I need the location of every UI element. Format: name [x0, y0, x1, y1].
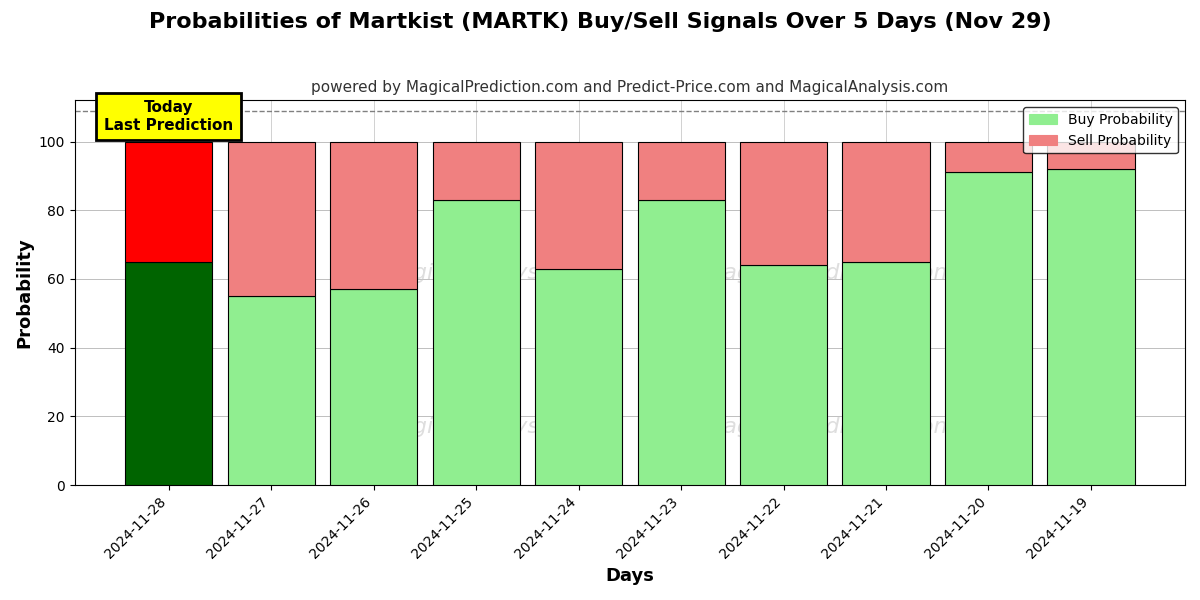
Legend: Buy Probability, Sell Probability: Buy Probability, Sell Probability	[1024, 107, 1178, 154]
Bar	[944, 172, 1032, 485]
Y-axis label: Probability: Probability	[16, 238, 34, 348]
Bar	[228, 142, 314, 296]
Text: MagicalAnalysis.com: MagicalAnalysis.com	[380, 263, 612, 283]
Bar	[125, 262, 212, 485]
Bar	[740, 142, 827, 265]
Bar	[535, 269, 622, 485]
Bar	[944, 142, 1032, 172]
X-axis label: Days: Days	[605, 567, 654, 585]
Title: powered by MagicalPrediction.com and Predict-Price.com and MagicalAnalysis.com: powered by MagicalPrediction.com and Pre…	[311, 80, 948, 95]
Text: MagicalPrediction.com: MagicalPrediction.com	[704, 263, 955, 283]
Bar	[432, 142, 520, 200]
Bar	[228, 296, 314, 485]
Bar	[740, 265, 827, 485]
Text: MagicalAnalysis.com: MagicalAnalysis.com	[380, 418, 612, 437]
Bar	[535, 142, 622, 269]
Bar	[330, 289, 418, 485]
Bar	[1048, 169, 1134, 485]
Bar	[842, 262, 930, 485]
Bar	[432, 200, 520, 485]
Bar	[637, 142, 725, 200]
Text: MagicalPrediction.com: MagicalPrediction.com	[704, 418, 955, 437]
Bar	[1048, 142, 1134, 169]
Bar	[125, 142, 212, 262]
Text: Probabilities of Martkist (MARTK) Buy/Sell Signals Over 5 Days (Nov 29): Probabilities of Martkist (MARTK) Buy/Se…	[149, 12, 1051, 32]
Text: Today
Last Prediction: Today Last Prediction	[104, 100, 233, 133]
Bar	[842, 142, 930, 262]
Bar	[637, 200, 725, 485]
Bar	[330, 142, 418, 289]
